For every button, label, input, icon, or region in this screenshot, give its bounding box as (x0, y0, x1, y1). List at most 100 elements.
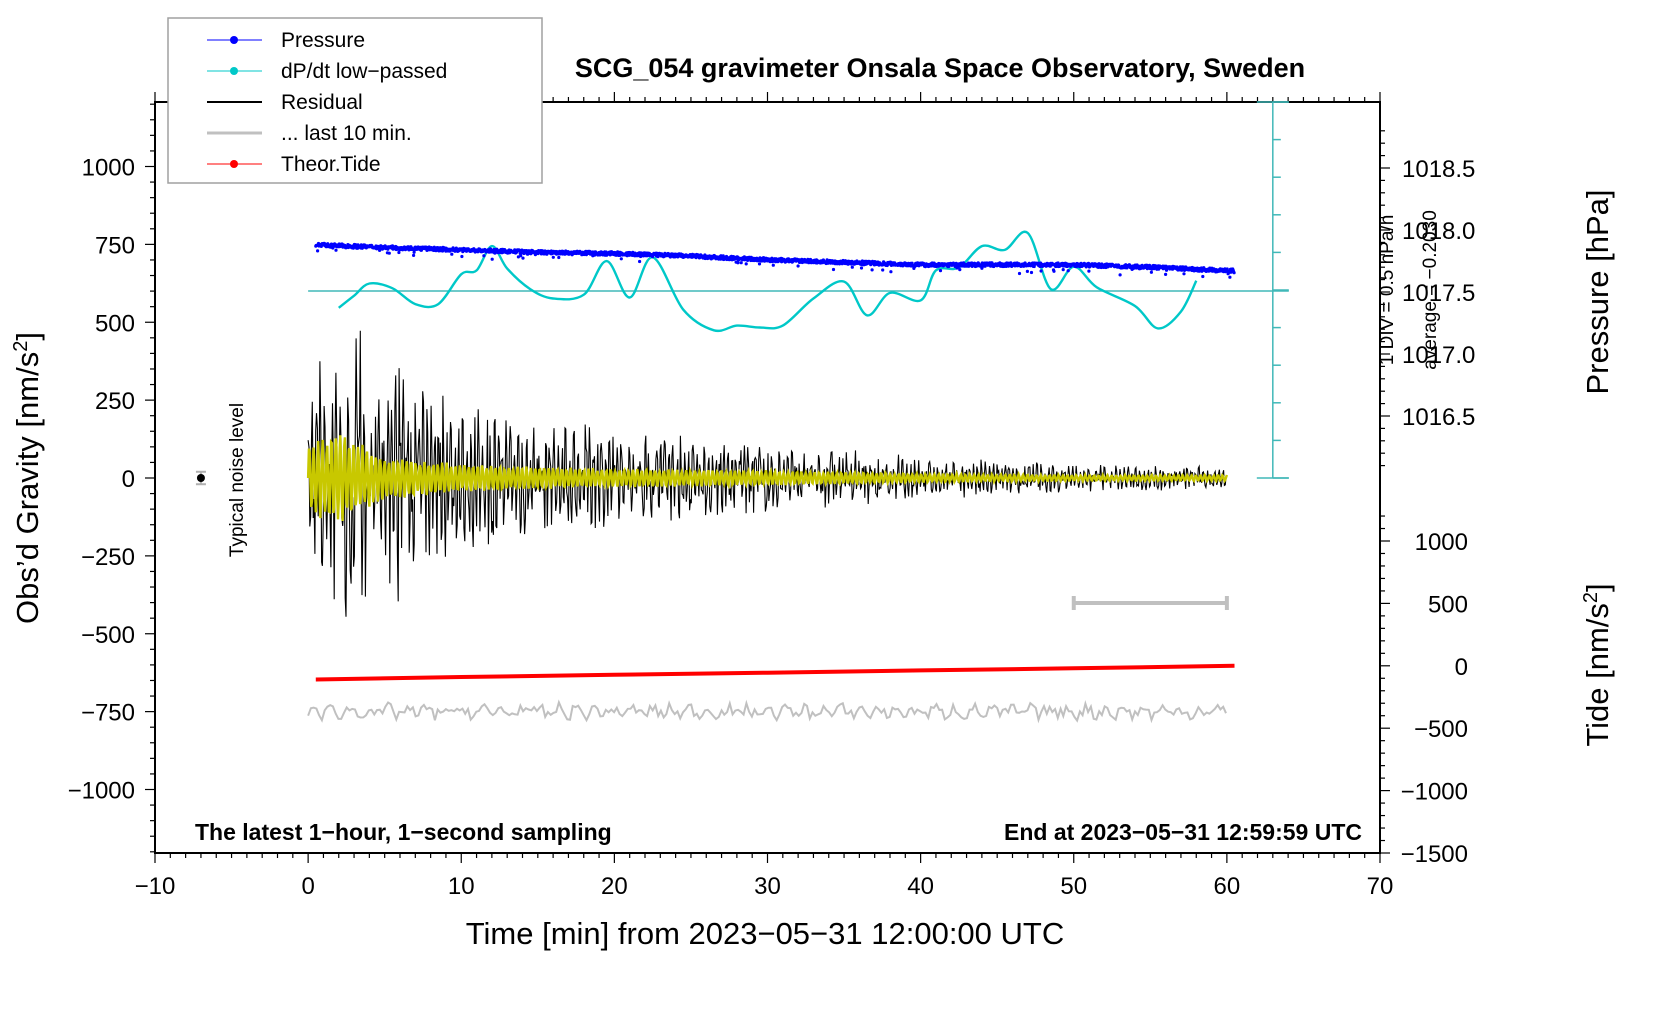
pressure-point (460, 254, 464, 259)
pressure-point (482, 254, 486, 258)
y-tick-label: 500 (95, 310, 135, 337)
pressure-tick-label: 1018.5 (1402, 156, 1475, 183)
tide-tick-label: −1000 (1401, 779, 1468, 806)
pressure-point (551, 255, 555, 259)
y-tick-label: 250 (95, 388, 135, 415)
end-time-note: End at 2023−05−31 12:59:59 UTC (1004, 819, 1362, 845)
pressure-point (638, 259, 642, 264)
superscript-2: 2 (10, 341, 32, 352)
y-axis-title-left: Obs’d Gravity [nm/s2] (10, 332, 45, 624)
y-tick-label: −250 (81, 544, 135, 571)
pressure-point (1061, 268, 1065, 272)
superscript-2: 2 (1580, 592, 1602, 603)
pressure-points (314, 241, 1236, 279)
pressure-point (1164, 272, 1168, 276)
legend-marker (230, 36, 238, 44)
pressure-point (958, 268, 962, 272)
tide-tick-label: 1000 (1415, 529, 1468, 556)
pressure-point (1039, 269, 1043, 273)
pressure-point (757, 262, 762, 266)
pressure-point (1029, 270, 1034, 275)
pressure-point (1017, 271, 1022, 276)
legend-label: Pressure (281, 29, 365, 52)
pressure-tick-label: 1017.0 (1402, 342, 1475, 369)
pressure-point (831, 267, 836, 272)
x-tick-label: 0 (301, 873, 314, 900)
sampling-note: The latest 1−hour, 1−second sampling (195, 819, 612, 845)
tide-tick-label: −1500 (1401, 841, 1468, 868)
pressure-point (739, 261, 743, 265)
pressure-point (450, 252, 454, 256)
pressure-point (1118, 273, 1122, 277)
x-tick-label: 30 (754, 873, 781, 900)
pressure-point (412, 253, 416, 257)
pressure-point (1009, 261, 1013, 265)
legend-box (167, 17, 543, 184)
pressure-point (490, 257, 494, 261)
y-tick-label: 0 (122, 466, 135, 493)
pressure-point (1087, 269, 1091, 273)
y-tick-label: 750 (95, 232, 135, 259)
pressure-point (1052, 269, 1056, 273)
pressure-axis-title: Pressure [hPa] (1580, 189, 1615, 394)
pressure-point (1182, 272, 1186, 276)
tide-axis-title: Tide [nm/s2] (1580, 583, 1615, 746)
x-tick-label: 50 (1060, 873, 1087, 900)
pressure-point (387, 251, 391, 255)
pressure-point (1066, 269, 1070, 273)
legend-label: ... last 10 min. (281, 122, 412, 145)
legend-marker (230, 160, 238, 168)
x-tick-label: 60 (1214, 873, 1241, 900)
pressure-point (1201, 274, 1205, 279)
x-tick-label: 70 (1367, 873, 1394, 900)
y-tick-label: 1000 (82, 155, 135, 182)
legend: Pressure dP/dt low−passed Residual ... last… (167, 17, 543, 184)
chart-title: SCG_054 gravimeter Onsala Space Observat… (575, 53, 1305, 83)
y-tick-label: −1000 (68, 778, 135, 805)
pressure-point (1228, 275, 1232, 279)
pressure-point (736, 261, 740, 265)
pressure-tick-label: 1017.5 (1402, 280, 1475, 307)
y-tick-label: −750 (81, 700, 135, 727)
plot-series (195, 101, 1289, 724)
pressure-point (618, 253, 622, 257)
pressure-tick-label: 1016.5 (1402, 404, 1475, 431)
pressure-point (938, 269, 943, 273)
pressure-point (557, 255, 561, 260)
pressure-point (771, 263, 775, 267)
legend-label: dP/dt low−passed (281, 60, 447, 83)
x-tick-label: 10 (448, 873, 475, 900)
pressure-point (1232, 271, 1236, 275)
dpdt-average-label: average = −0.2030 (1420, 210, 1441, 370)
y-axis-title-left-text: Obs’d Gravity [nm/s (10, 352, 45, 624)
legend-marker (230, 67, 238, 75)
pressure-point (760, 259, 764, 263)
pressure-point (334, 248, 338, 252)
x-axis-title: Time [min] from 2023−05−31 12:00:00 UTC (466, 916, 1065, 951)
dpdt-scale-label: 1 DIV = 0.5 hPa/h (1377, 215, 1398, 366)
bracket: ] (10, 332, 45, 341)
pressure-point (521, 256, 525, 260)
legend-label: Residual (281, 91, 363, 114)
residual-line (307, 330, 1227, 617)
pressure-point (850, 265, 854, 269)
pressure-point (1056, 261, 1060, 265)
axis-ticks: −10 0 10 20 30 40 50 60 70 1000 750 500 250 0 −250 −500… (68, 92, 1475, 900)
pressure-point (786, 257, 791, 261)
noise-level-label: Typical noise level (227, 403, 248, 557)
tide-tick-label: 0 (1455, 654, 1468, 681)
x-tick-label: −10 (135, 873, 176, 900)
pressure-point (397, 250, 401, 255)
pressure-point (889, 270, 893, 274)
pressure-point (1025, 269, 1029, 273)
pressure-point (1149, 270, 1153, 274)
pressure-point (859, 266, 864, 270)
last-10-min-line (307, 699, 1227, 724)
x-tick-label: 40 (907, 873, 934, 900)
legend-label: Theor.Tide (281, 153, 381, 176)
pressure-point (519, 254, 523, 258)
pressure-point (744, 262, 748, 266)
pressure-point (519, 251, 523, 255)
tide-tick-label: −500 (1414, 716, 1468, 743)
pressure-point (619, 257, 623, 261)
